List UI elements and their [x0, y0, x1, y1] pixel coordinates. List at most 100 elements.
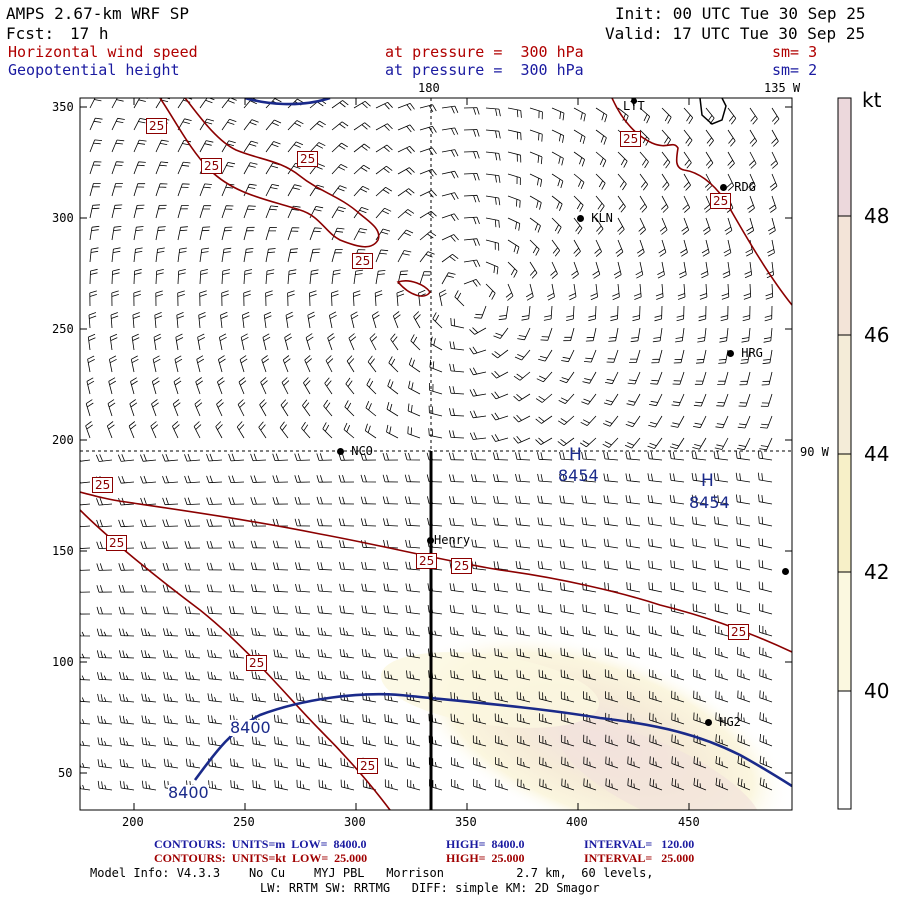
wind-barb: [693, 647, 707, 659]
wind-barb: [207, 671, 223, 681]
wind-barb: [230, 780, 245, 791]
wind-barb: [428, 648, 443, 659]
field2-name: Geopotential height: [8, 61, 180, 79]
wind-barb: [736, 538, 751, 549]
wind-barb: [472, 670, 487, 681]
wind-barb: [539, 756, 553, 769]
wind-barb: [469, 388, 487, 397]
wind-barb: [362, 735, 377, 747]
wind-barb: [252, 780, 267, 791]
wind-barb: [274, 736, 289, 747]
colorbar-tick-42: 42: [864, 560, 890, 584]
wind-barb: [649, 669, 663, 681]
wind-barb: [361, 627, 377, 637]
wind-barb: [450, 713, 465, 725]
wind-barb: [736, 603, 751, 615]
wind-barb: [206, 562, 223, 571]
wind-barb: [353, 164, 371, 175]
wind-barb: [295, 692, 311, 703]
wind-barb: [698, 305, 707, 322]
wind-barb: [339, 583, 355, 593]
wind-barb: [284, 333, 292, 351]
wind-barb: [693, 734, 707, 747]
wind-barb: [397, 188, 415, 197]
wind-barb: [626, 560, 641, 571]
wind-barb: [605, 691, 619, 703]
wind-barb: [639, 173, 649, 191]
wind-barb: [119, 780, 135, 791]
wind-barb: [80, 718, 91, 725]
wind-barb: [397, 103, 415, 111]
colorbar-band-42-44: [838, 454, 851, 572]
wind-barb: [736, 559, 751, 571]
wind-barb: [639, 129, 650, 146]
wind-barb: [647, 494, 663, 505]
wind-barb: [360, 453, 377, 461]
wind-barb: [119, 715, 135, 725]
wind-barb: [615, 239, 624, 257]
contour1-high: HIGH= 8400.0: [446, 837, 525, 851]
wind-barb: [537, 560, 553, 571]
wind-barb: [360, 518, 377, 527]
wind-barb: [89, 161, 102, 175]
wind-barb: [669, 437, 685, 450]
wind-barb: [695, 349, 707, 364]
wind-barb: [163, 715, 179, 725]
wind-barb: [419, 104, 437, 113]
wind-barb: [295, 670, 311, 681]
wind-barb: [177, 226, 188, 241]
height-contours: [193, 98, 792, 788]
high-symbol-2: H: [701, 471, 714, 491]
wind-barb: [80, 524, 91, 528]
wind-barb: [221, 98, 237, 109]
wind-barb: [560, 626, 575, 637]
wind-barb: [581, 393, 597, 405]
wind-barb: [516, 626, 531, 637]
wind-barb: [119, 671, 135, 681]
wind-barb: [582, 647, 597, 659]
wind-barb: [603, 415, 619, 427]
wind-barb: [471, 604, 487, 615]
wind-barb: [610, 305, 619, 322]
wind-barb: [432, 312, 443, 329]
wind-barb: [529, 151, 543, 165]
wind-barb: [229, 649, 245, 659]
wind-barb: [629, 349, 641, 363]
wind-barb: [617, 195, 626, 213]
wind-barb: [514, 349, 531, 361]
wind-barb: [184, 475, 201, 484]
wind-barb: [406, 713, 421, 725]
y-tick-350: 350: [52, 100, 74, 114]
wind-barb: [560, 691, 575, 703]
wind-barb: [737, 734, 751, 747]
wind-barb: [155, 290, 163, 307]
wind-barb: [595, 195, 605, 213]
colorbar-tick-44: 44: [864, 442, 890, 466]
field2-level: at pressure = 300 hPa: [385, 61, 584, 79]
wind-barb: [693, 415, 707, 429]
x-tick-450: 450: [678, 815, 700, 829]
wind-barb: [392, 311, 401, 329]
wind-barb: [723, 239, 732, 257]
wind-barb: [632, 305, 641, 322]
wind-barb: [429, 382, 443, 395]
wind-barb: [345, 377, 355, 395]
wind-barb: [742, 305, 751, 322]
wind-barb: [627, 756, 641, 769]
wind-barb: [612, 283, 620, 301]
wind-barb: [339, 605, 355, 615]
wind-barb: [140, 584, 157, 593]
wind-contour-label: 25: [246, 655, 268, 671]
wind-barb: [485, 217, 500, 228]
wind-barb: [604, 604, 619, 615]
wind-barb: [221, 247, 232, 263]
wind-barb: [353, 185, 370, 197]
wind-barb: [625, 451, 641, 461]
wind-barb: [595, 217, 604, 235]
station-kln-label: KLN: [591, 211, 613, 225]
wind-barb: [317, 605, 333, 615]
wind-barb: [250, 497, 267, 505]
wind-barb: [471, 539, 487, 549]
wind-barb: [80, 675, 91, 681]
wind-barb: [582, 669, 597, 681]
